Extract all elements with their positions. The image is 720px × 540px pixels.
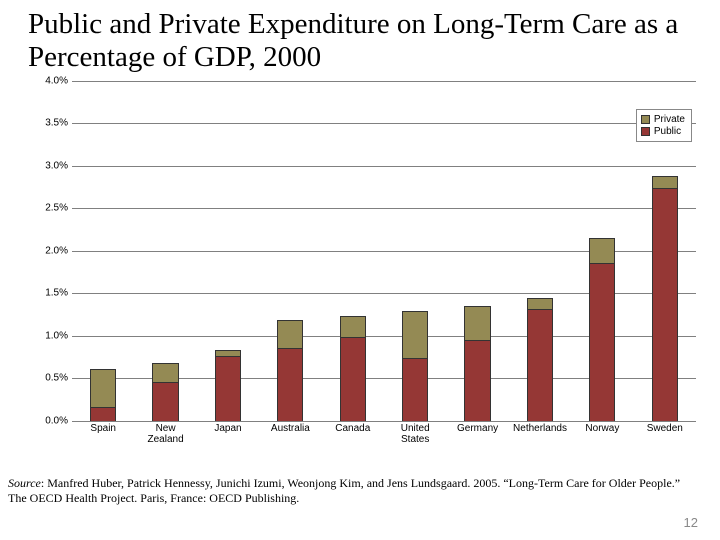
x-tick-label: UnitedStates xyxy=(384,423,446,445)
legend-swatch xyxy=(641,127,650,136)
bar-segment-private xyxy=(152,363,178,383)
x-tick-label: Germany xyxy=(446,423,508,434)
bar-group xyxy=(152,363,178,421)
bar-segment-public xyxy=(464,340,490,421)
y-tick-label: 2.5% xyxy=(32,203,68,214)
legend: PrivatePublic xyxy=(636,109,692,142)
bar-segment-public xyxy=(215,356,241,421)
page-title: Public and Private Expenditure on Long-T… xyxy=(28,8,700,75)
y-tick-label: 2.0% xyxy=(32,245,68,256)
x-tick-label: Japan xyxy=(197,423,259,434)
y-tick-label: 0.0% xyxy=(32,415,68,426)
x-tick-label: Canada xyxy=(322,423,384,434)
source-prefix: Source xyxy=(8,476,41,490)
bar-group xyxy=(215,350,241,421)
x-axis-line xyxy=(72,421,696,422)
slide: Public and Private Expenditure on Long-T… xyxy=(0,0,720,540)
bar-group xyxy=(402,311,428,421)
bar-segment-public xyxy=(277,348,303,421)
x-tick-label: Australia xyxy=(259,423,321,434)
bar-segment-private xyxy=(340,316,366,336)
bar-group xyxy=(340,316,366,421)
y-tick-label: 4.0% xyxy=(32,75,68,86)
y-tick-label: 1.5% xyxy=(32,288,68,299)
bars-layer xyxy=(72,81,696,421)
legend-row: Public xyxy=(641,126,685,137)
x-tick-label: Netherlands xyxy=(509,423,571,434)
bar-segment-private xyxy=(652,176,678,188)
legend-label: Private xyxy=(654,114,685,125)
x-tick-label: NewZealand xyxy=(134,423,196,445)
source-text: : Manfred Huber, Patrick Hennessy, Junic… xyxy=(8,476,680,505)
bar-segment-public xyxy=(527,309,553,420)
bar-segment-private xyxy=(527,298,553,309)
bar-segment-private xyxy=(464,306,490,340)
legend-swatch xyxy=(641,115,650,124)
source-citation: Source: Manfred Huber, Patrick Hennessy,… xyxy=(8,476,700,506)
bar-segment-public xyxy=(652,188,678,421)
bar-group xyxy=(277,320,303,421)
y-tick-label: 3.5% xyxy=(32,118,68,129)
page-number: 12 xyxy=(684,515,698,530)
bar-group xyxy=(527,298,553,420)
legend-row: Private xyxy=(641,114,685,125)
x-tick-label: Norway xyxy=(571,423,633,434)
x-tick-label: Sweden xyxy=(634,423,696,434)
bar-group xyxy=(589,238,615,421)
bar-segment-public xyxy=(90,407,116,421)
bar-segment-public xyxy=(589,263,615,420)
bar-group xyxy=(90,369,116,421)
bar-segment-private xyxy=(402,311,428,358)
bar-segment-private xyxy=(277,320,303,348)
bar-segment-private xyxy=(90,369,116,407)
bar-group xyxy=(464,306,490,421)
bar-segment-public xyxy=(402,358,428,421)
y-tick-label: 3.0% xyxy=(32,160,68,171)
x-tick-label: Spain xyxy=(72,423,134,434)
y-tick-label: 0.5% xyxy=(32,373,68,384)
y-tick-label: 1.0% xyxy=(32,330,68,341)
bar-segment-public xyxy=(340,337,366,421)
bar-segment-public xyxy=(152,382,178,420)
bar-group xyxy=(652,176,678,421)
legend-label: Public xyxy=(654,126,681,137)
chart: 0.0%0.5%1.0%1.5%2.0%2.5%3.0%3.5%4.0%Spai… xyxy=(32,81,696,441)
bar-segment-private xyxy=(589,238,615,264)
